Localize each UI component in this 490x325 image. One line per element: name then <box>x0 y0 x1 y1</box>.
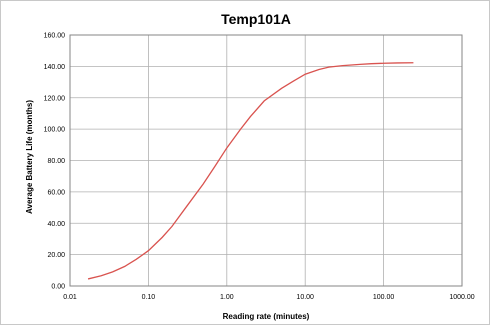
x-tick-label: 10.00 <box>296 294 314 301</box>
x-axis-ticks: 0.01 0.10 1.00 10.00 100.00 1000.00 <box>63 294 475 301</box>
series-line <box>87 62 414 280</box>
grid <box>69 34 463 287</box>
y-axis-label: Average Battery Life (months) <box>25 100 34 214</box>
y-axis-ticks: 0.00 20.00 40.00 60.00 80.00 100.00 120.00 140.… <box>44 33 66 291</box>
y-tick-label: 0.00 <box>51 284 65 291</box>
y-tick-label: 140.00 <box>44 64 66 71</box>
y-tick-label: 80.00 <box>47 158 65 165</box>
x-tick-label: 0.10 <box>142 294 156 301</box>
y-tick-label: 60.00 <box>47 189 65 196</box>
y-tick-label: 120.00 <box>44 95 66 102</box>
x-tick-label: 100.00 <box>373 294 395 301</box>
y-tick-label: 40.00 <box>47 221 65 228</box>
y-tick-label: 20.00 <box>47 252 65 259</box>
x-tick-label: 1.00 <box>220 294 234 301</box>
chart-title: Temp101A <box>221 11 291 27</box>
x-axis-label: Reading rate (minutes) <box>223 312 310 321</box>
x-tick-label: 0.01 <box>63 294 77 301</box>
x-tick-label: 1000.00 <box>449 294 474 301</box>
y-tick-label: 100.00 <box>44 127 66 134</box>
plot-area <box>69 34 463 287</box>
y-tick-label: 160.00 <box>44 33 66 40</box>
